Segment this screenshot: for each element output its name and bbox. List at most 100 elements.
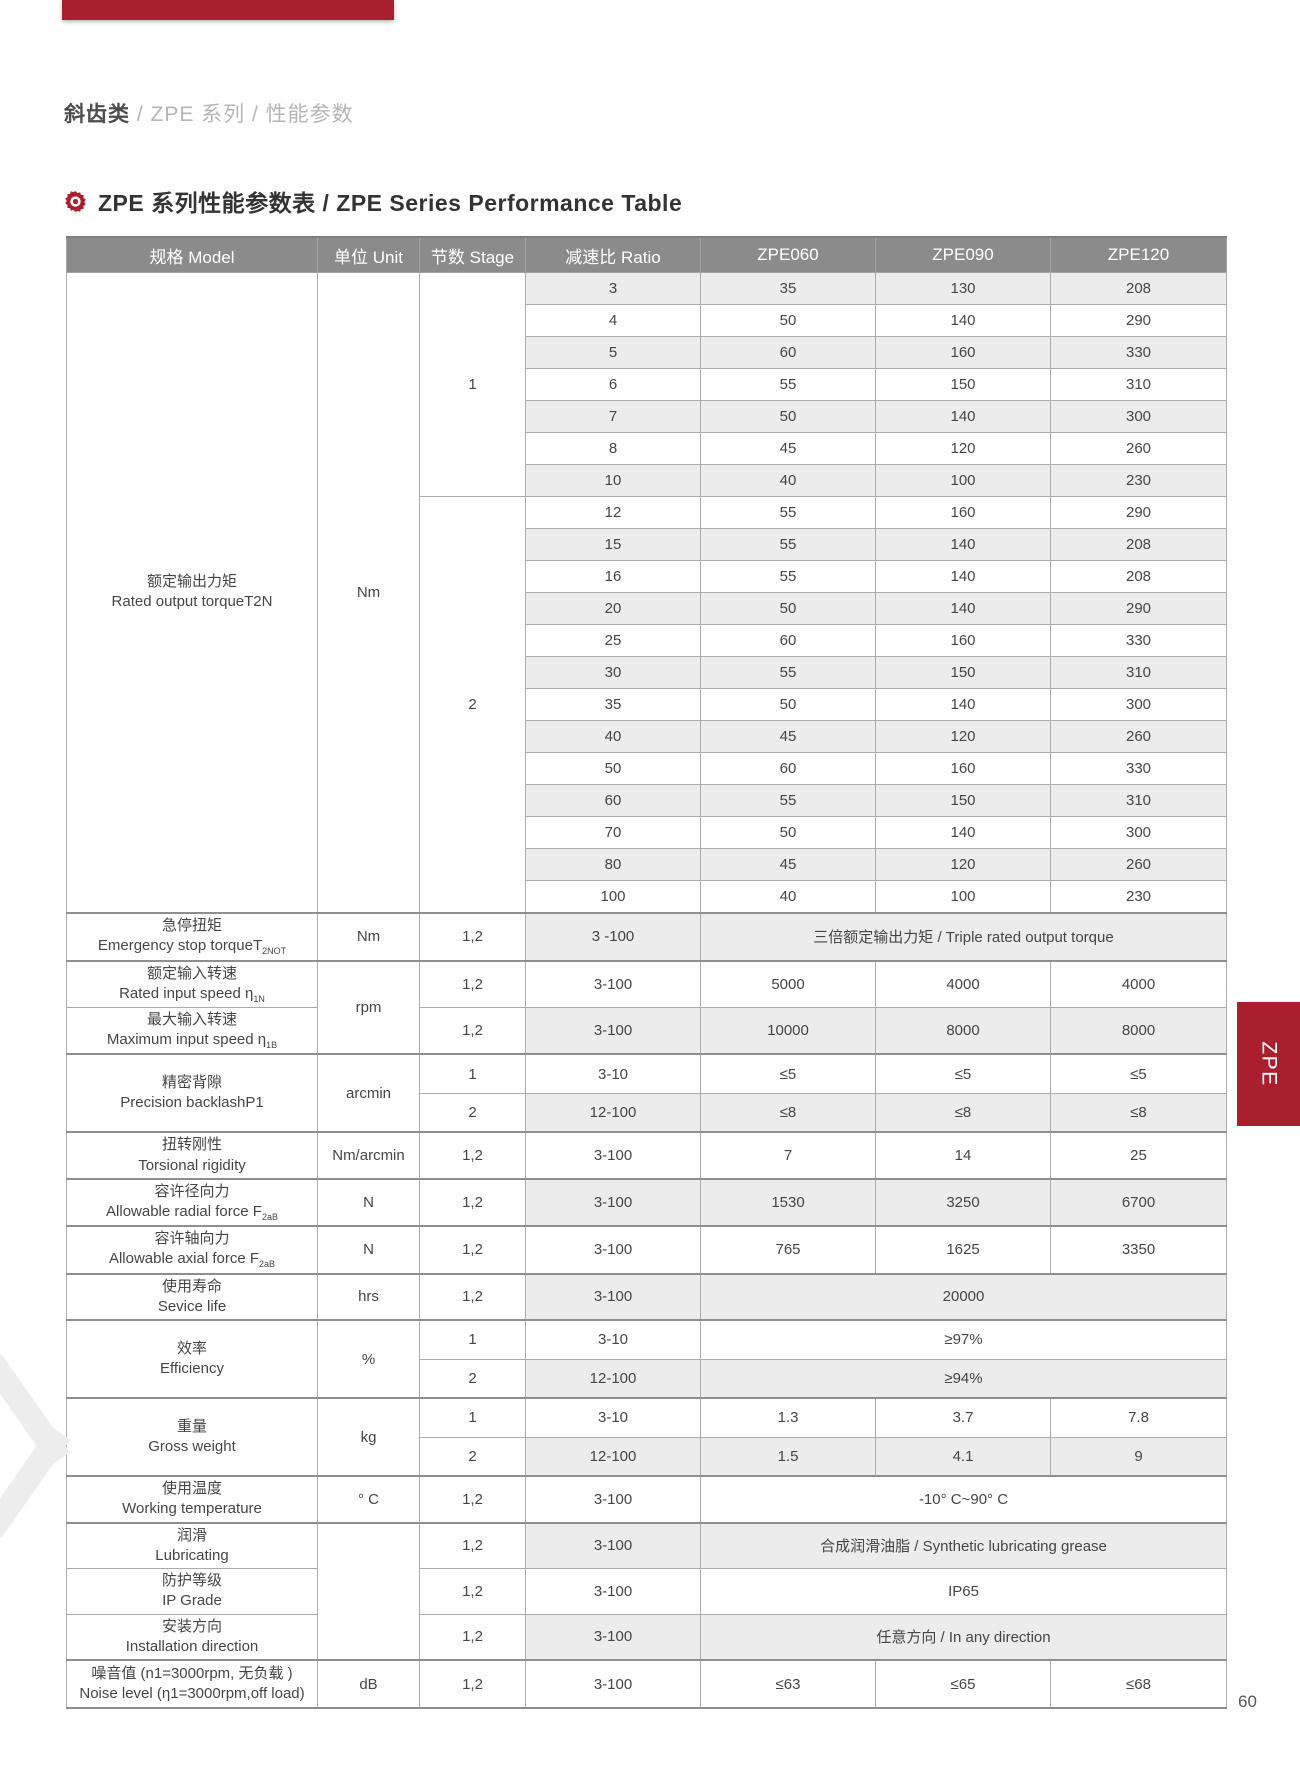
value-cell: 55 xyxy=(700,528,876,561)
value-cell: ≤5 xyxy=(700,1053,876,1094)
ratio-cell: 40 xyxy=(525,720,701,753)
stage-cell: 1,2 xyxy=(419,911,526,961)
unit-cell: rpm xyxy=(317,959,420,1055)
unit-cell: Nm/arcmin xyxy=(317,1131,420,1180)
table-row: 容许轴向力 Allowable axial force F2aB N 1,2 3-100… xyxy=(66,1225,1227,1275)
ratio-cell: 3-100 xyxy=(525,1659,701,1709)
unit-cell: % xyxy=(317,1319,420,1399)
unit-cell: Nm xyxy=(317,272,420,913)
stage-cell: 1,2 xyxy=(419,1131,526,1180)
value-cell: 1530 xyxy=(700,1177,876,1227)
section-title-row: ZPE 系列性能参数表 / ZPE Series Performance Tab… xyxy=(64,184,682,218)
value-cell: 208 xyxy=(1050,528,1227,561)
value-cell: 1.3 xyxy=(700,1397,876,1438)
table-row: 额定输入转速 Rated input speed η1N rpm 1,2 3-100 50… xyxy=(66,959,1227,1055)
table-row: 使用温度 Working temperature ° C 1,2 3-100 -10° C… xyxy=(66,1475,1227,1524)
page-title: ZPE 系列性能参数表 / ZPE Series Performance Tab… xyxy=(98,190,683,216)
value-cell: 140 xyxy=(875,304,1051,337)
table-row: 7 50 140 300 xyxy=(67,400,1227,433)
value-cell: 290 xyxy=(1050,496,1227,529)
merged-value-cell: -10° C~90° C xyxy=(700,1475,1227,1524)
value-cell: 230 xyxy=(1050,464,1227,497)
column-header-zpe120: ZPE120 xyxy=(1050,236,1227,273)
unit-cell: hrs xyxy=(317,1272,420,1321)
param-label-cell: 最大输入转速 Maximum input speed η1B xyxy=(66,1006,318,1055)
column-header-unit: 单位 Unit xyxy=(317,236,420,273)
table-row: 使用寿命 Sevice life hrs 1,2 3-100 20000 xyxy=(66,1272,1227,1321)
value-cell: 140 xyxy=(875,560,1051,593)
value-cell: 8000 xyxy=(1050,1006,1227,1055)
merged-value-cell: 任意方向 / In any direction xyxy=(700,1613,1227,1661)
value-cell: 5000 xyxy=(700,959,876,1008)
value-cell: 310 xyxy=(1050,656,1227,689)
table-row: 2 12-100 ≥94% xyxy=(67,1358,1227,1399)
value-cell: 330 xyxy=(1050,624,1227,657)
table-row: 35 50 140 300 xyxy=(67,688,1227,721)
breadcrumb-category: 斜齿类 xyxy=(64,103,130,126)
value-cell: 140 xyxy=(875,400,1051,433)
stage-cell: 1 xyxy=(419,1319,526,1360)
value-cell: 55 xyxy=(700,560,876,593)
value-cell: 1625 xyxy=(875,1225,1051,1275)
table-header-row: 规格 Model 单位 Unit 节数 Stage 减速比 Ratio ZPE0… xyxy=(66,236,1227,273)
value-cell: 55 xyxy=(700,784,876,817)
zpe-side-tab: ZPE xyxy=(1237,1002,1300,1126)
value-cell: 4000 xyxy=(1050,959,1227,1008)
table-row: 2 12-100 1.5 4.1 9 xyxy=(67,1436,1227,1477)
value-cell: 60 xyxy=(700,624,876,657)
value-cell: 60 xyxy=(700,752,876,785)
param-label-cell: 扭转刚性 Torsional rigidity xyxy=(66,1131,318,1180)
value-cell: 160 xyxy=(875,496,1051,529)
value-cell: 160 xyxy=(875,336,1051,369)
value-cell: 230 xyxy=(1050,880,1227,913)
ratio-cell: 3-10 xyxy=(525,1053,701,1094)
value-cell: 300 xyxy=(1050,816,1227,849)
table-row: 4 50 140 290 xyxy=(67,304,1227,337)
value-cell: 35 xyxy=(700,272,876,305)
param-label-cell: 效率 Efficiency xyxy=(66,1319,318,1399)
value-cell: 140 xyxy=(875,688,1051,721)
value-cell: 45 xyxy=(700,432,876,465)
value-cell: 25 xyxy=(1050,1131,1227,1180)
stage-cell: 1,2 xyxy=(419,1475,526,1524)
table-row: 重量 Gross weight kg 1 3-10 1.3 3.7 7.8 xyxy=(66,1397,1227,1477)
param-label-cell: 使用寿命 Sevice life xyxy=(66,1272,318,1321)
stage-cell: 1,2 xyxy=(419,1613,526,1661)
unit-cell: N xyxy=(317,1225,420,1275)
value-cell: ≤5 xyxy=(875,1053,1051,1094)
table-row: 15 55 140 208 xyxy=(67,528,1227,561)
value-cell: 120 xyxy=(875,720,1051,753)
stage-cell: 2 xyxy=(419,1436,526,1477)
unit-cell: N xyxy=(317,1177,420,1227)
param-label-cell: 使用温度 Working temperature xyxy=(66,1475,318,1524)
ratio-cell: 3-100 xyxy=(525,1613,701,1661)
table-row: 最大输入转速 Maximum input speed η1B 1,2 3-100 100… xyxy=(66,1006,1227,1055)
stage-cell: 1,2 xyxy=(419,1225,526,1275)
gear-icon xyxy=(64,190,87,213)
param-label-cell: 急停扭矩 Emergency stop torqueT2NOT xyxy=(66,911,318,961)
value-cell: ≤65 xyxy=(875,1659,1051,1709)
unit-cell: kg xyxy=(317,1397,420,1477)
value-cell: 60 xyxy=(700,336,876,369)
value-cell: 160 xyxy=(875,752,1051,785)
param-label-cell: 润滑 Lubricating xyxy=(66,1521,318,1570)
zpe-side-tab-label: ZPE xyxy=(1257,1041,1281,1087)
ratio-cell: 3-100 xyxy=(525,1568,701,1615)
value-cell: 120 xyxy=(875,848,1051,881)
stage-cell: 2 xyxy=(419,496,526,913)
breadcrumb-path: / ZPE 系列 / 性能参数 xyxy=(130,103,354,126)
value-cell: 120 xyxy=(875,432,1051,465)
ratio-cell: 10 xyxy=(525,464,701,497)
value-cell: 50 xyxy=(700,816,876,849)
merged-value-cell: 合成润滑油脂 / Synthetic lubricating grease xyxy=(700,1521,1227,1570)
ratio-cell: 7 xyxy=(525,400,701,433)
performance-table: 规格 Model 单位 Unit 节数 Stage 减速比 Ratio ZPE0… xyxy=(66,236,1227,1710)
ratio-cell: 70 xyxy=(525,816,701,849)
stage-cell: 1,2 xyxy=(419,1177,526,1227)
table-row: 防护等级 IP Grade 1,2 3-100 IP65 xyxy=(66,1568,1227,1615)
table-row: 80 45 120 260 xyxy=(67,848,1227,881)
column-header-stage: 节数 Stage xyxy=(419,236,526,273)
value-cell: 9 xyxy=(1050,1436,1227,1477)
table-row: 效率 Efficiency% 1 3-10 ≥97% xyxy=(66,1319,1227,1399)
param-label-cell: 防护等级 IP Grade xyxy=(66,1568,318,1615)
